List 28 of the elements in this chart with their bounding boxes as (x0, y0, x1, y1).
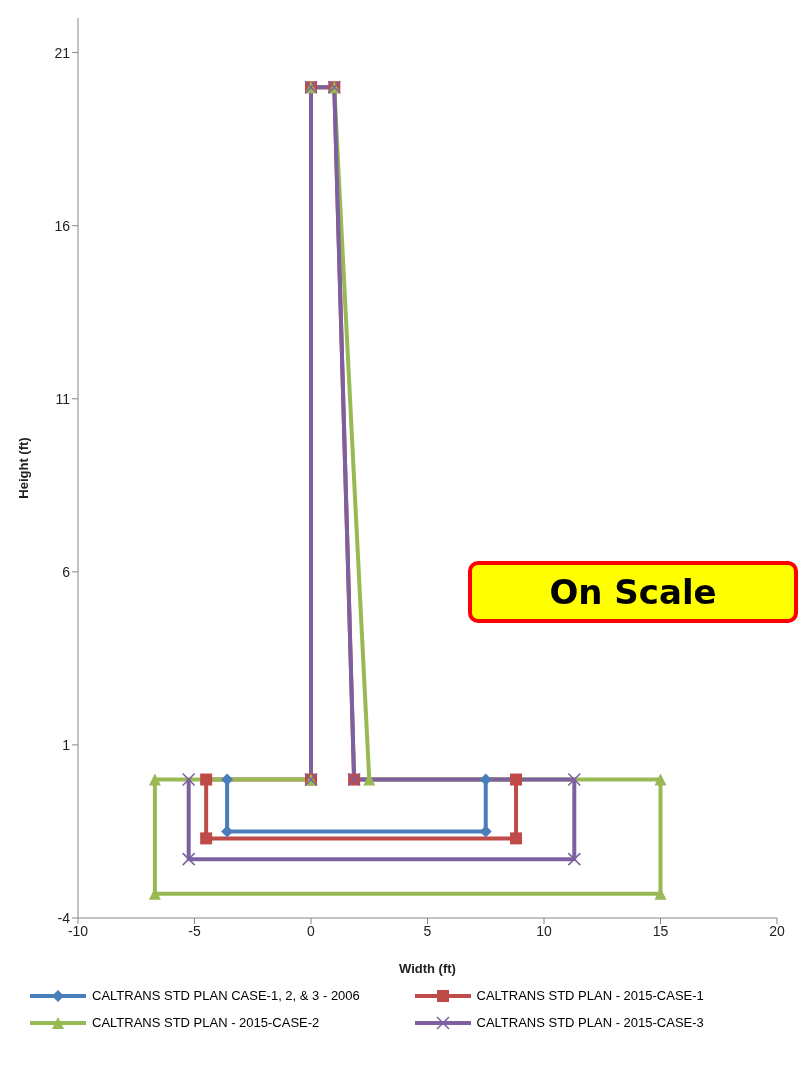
point (510, 773, 523, 786)
point (200, 832, 213, 845)
y-tick-label: 6 (62, 563, 71, 580)
x-tick-label: 15 (652, 922, 669, 939)
y-axis-title: Height (ft) (15, 437, 31, 499)
legend-label: CALTRANS STD PLAN CASE-1, 2, & 3 - 2006 (92, 988, 360, 1003)
y-tick-label: 11 (55, 390, 71, 407)
point (148, 773, 161, 786)
point (654, 773, 667, 786)
point (181, 852, 196, 866)
y-tick-label: 21 (54, 44, 71, 61)
x-tick-label: 20 (769, 922, 785, 939)
y-tick-label: 16 (54, 217, 71, 234)
point (510, 832, 523, 845)
x-tick-label: 5 (423, 922, 432, 939)
callout-box: On Scale (468, 561, 798, 623)
x-axis-title: Width (ft) (399, 961, 456, 976)
point (567, 852, 582, 866)
point (567, 772, 582, 787)
x-tick-label: 0 (307, 922, 316, 939)
x-tick-label: 10 (536, 922, 552, 939)
legend-label: CALTRANS STD PLAN - 2015-CASE-3 (476, 1015, 704, 1030)
point (200, 773, 213, 786)
point (181, 772, 196, 787)
legend-label: CALTRANS STD PLAN - 2015-CASE-2 (92, 1015, 320, 1030)
y-tick-label: 1 (62, 736, 71, 753)
legend-label: CALTRANS STD PLAN - 2015-CASE-1 (476, 988, 704, 1003)
x-tick-label: -5 (188, 922, 201, 939)
